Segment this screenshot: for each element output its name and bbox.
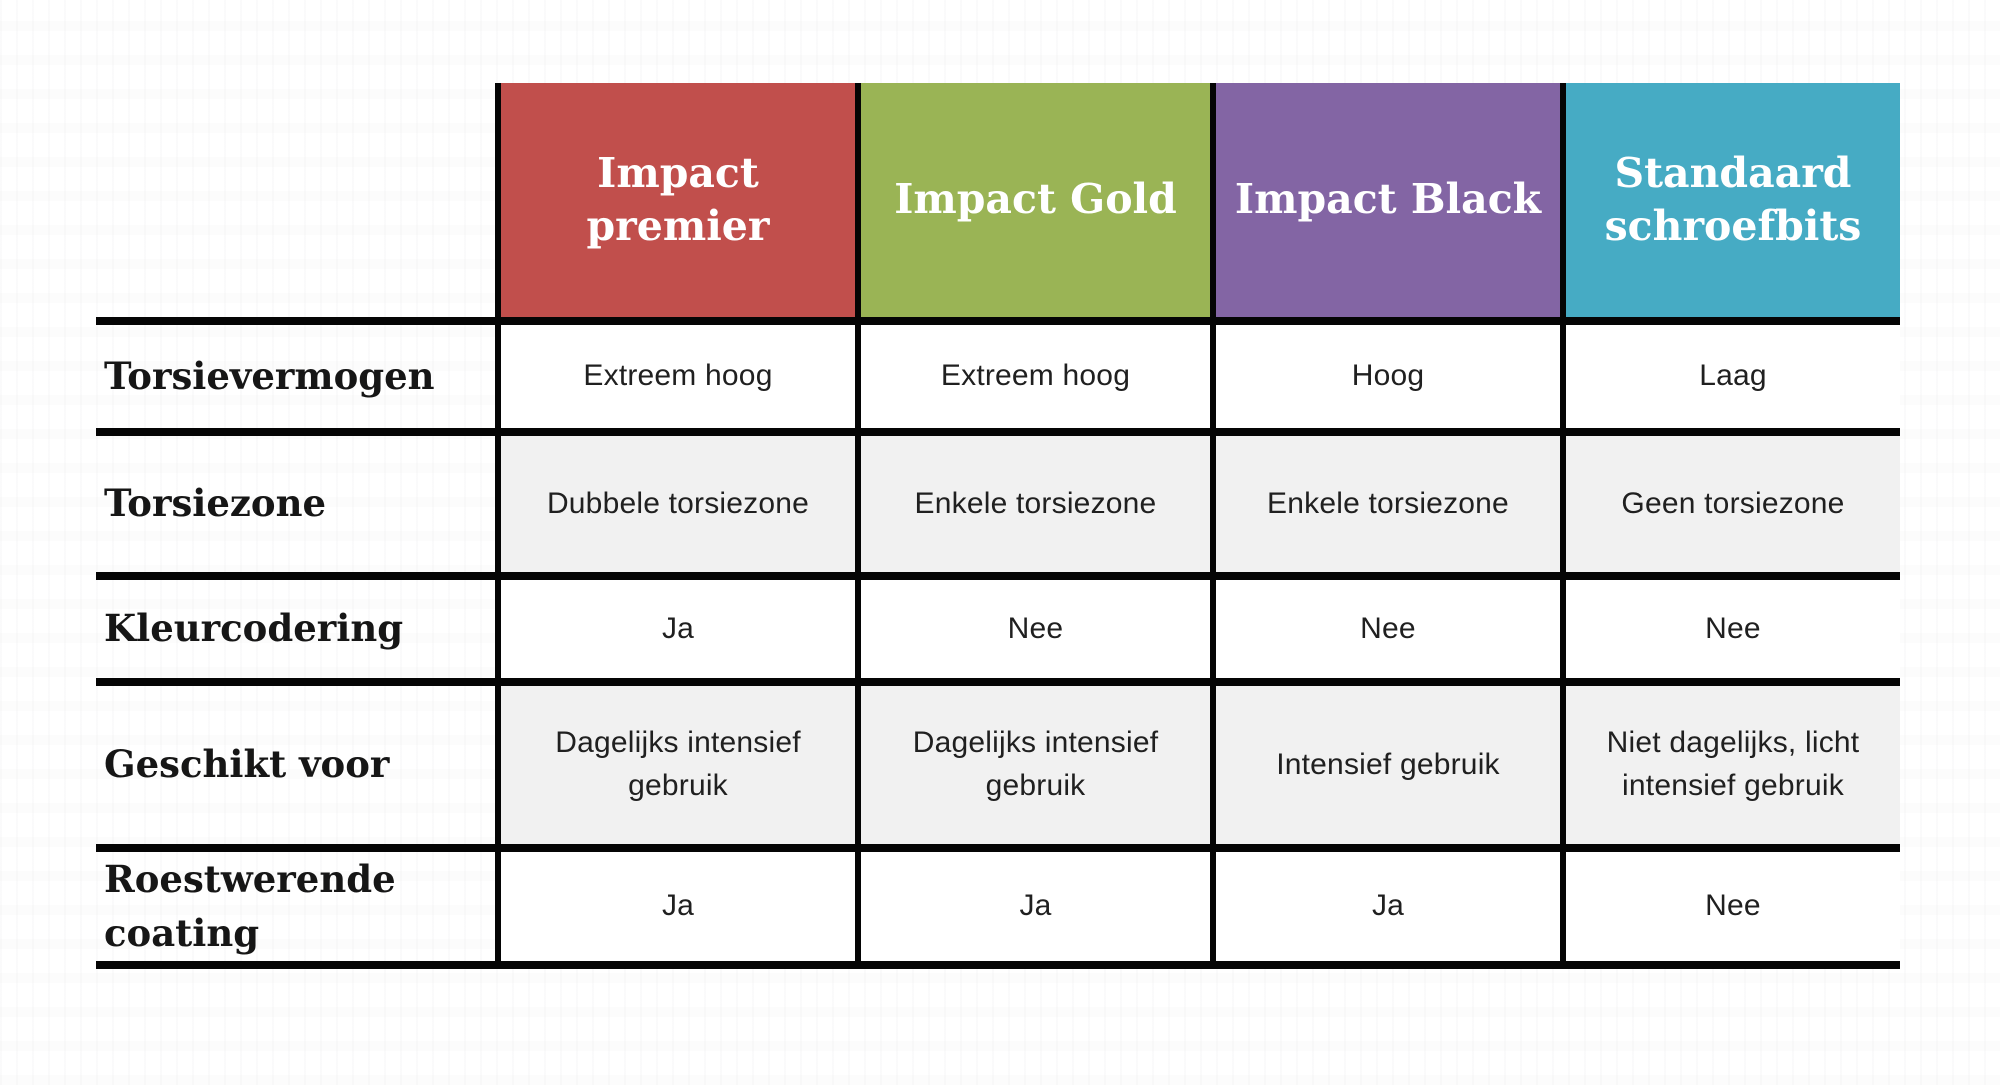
data-cell: Dubbele torsiezone [495, 428, 855, 572]
empty-corner-cell [96, 83, 495, 317]
data-cell: Geen torsiezone [1560, 428, 1900, 572]
data-cell: Nee [1560, 572, 1900, 678]
row-label-torsiezone: Torsiezone [96, 428, 495, 572]
data-cell: Nee [1560, 844, 1900, 969]
comparison-table: Impact premier Impact Gold Impact Black … [96, 83, 1900, 969]
data-cell: Ja [1210, 844, 1560, 969]
data-cell: Hoog [1210, 317, 1560, 428]
row-label-torsievermogen: Torsievermogen [96, 317, 495, 428]
column-header-impact-black: Impact Black [1210, 83, 1560, 317]
column-header-impact-gold: Impact Gold [855, 83, 1210, 317]
data-cell: Laag [1560, 317, 1900, 428]
row-label-kleurcodering: Kleurcodering [96, 572, 495, 678]
data-cell: Enkele torsiezone [855, 428, 1210, 572]
data-cell: Extreem hoog [855, 317, 1210, 428]
row-label-geschikt-voor: Geschikt voor [96, 678, 495, 844]
data-cell: Enkele torsiezone [1210, 428, 1560, 572]
data-cell: Nee [1210, 572, 1560, 678]
data-cell: Dagelijks intensief gebruik [495, 678, 855, 844]
data-cell: Dagelijks intensief gebruik [855, 678, 1210, 844]
data-cell: Niet dagelijks, licht intensief gebruik [1560, 678, 1900, 844]
column-header-impact-premier: Impact premier [495, 83, 855, 317]
data-cell: Nee [855, 572, 1210, 678]
data-cell: Intensief gebruik [1210, 678, 1560, 844]
row-label-roestwerende-coating: Roestwerende coating [96, 844, 495, 969]
data-cell: Ja [855, 844, 1210, 969]
data-cell: Ja [495, 844, 855, 969]
data-cell: Ja [495, 572, 855, 678]
column-header-standaard-schroefbits: Standaard schroefbits [1560, 83, 1900, 317]
data-cell: Extreem hoog [495, 317, 855, 428]
